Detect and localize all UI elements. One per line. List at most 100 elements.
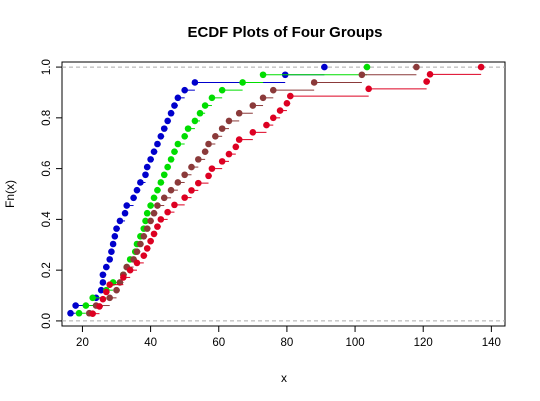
series-1 bbox=[75, 63, 371, 317]
ecdf-point bbox=[287, 92, 294, 100]
ecdf-point bbox=[171, 102, 178, 109]
ecdf-point bbox=[195, 156, 202, 163]
ecdf-point bbox=[477, 63, 485, 71]
ecdf-point bbox=[130, 194, 137, 202]
ecdf-point bbox=[269, 86, 277, 94]
ecdf-point bbox=[103, 288, 110, 296]
ecdf-point bbox=[154, 223, 161, 230]
ecdf-point bbox=[249, 102, 257, 109]
ecdf-point bbox=[154, 140, 161, 148]
ecdf-point bbox=[123, 202, 131, 209]
ecdf-point bbox=[157, 216, 165, 223]
x-tick-label: 140 bbox=[482, 337, 501, 349]
ecdf-point bbox=[283, 100, 291, 107]
ecdf-point bbox=[126, 266, 134, 274]
ecdf-point bbox=[321, 63, 328, 71]
ecdf-point bbox=[99, 271, 107, 279]
ecdf-point bbox=[310, 79, 318, 86]
ecdf-point bbox=[184, 125, 192, 132]
ecdf-point bbox=[358, 71, 366, 79]
ecdf-point bbox=[174, 140, 182, 148]
ecdf-point bbox=[113, 286, 120, 294]
ecdf-point bbox=[249, 129, 257, 136]
ecdf-point bbox=[188, 163, 195, 171]
ecdf-point bbox=[97, 286, 105, 294]
ecdf-point bbox=[89, 310, 96, 317]
ecdf-point bbox=[137, 240, 144, 248]
ecdf-point bbox=[133, 186, 141, 194]
x-tick-label: 20 bbox=[76, 337, 89, 349]
ecdf-point bbox=[133, 248, 141, 255]
series-2 bbox=[85, 63, 420, 317]
ecdf-point bbox=[164, 163, 171, 171]
ecdf-point bbox=[140, 233, 148, 240]
ecdf-point bbox=[140, 252, 148, 259]
ecdf-point bbox=[174, 179, 182, 186]
ecdf-point bbox=[181, 171, 188, 179]
ecdf-point bbox=[154, 186, 161, 194]
ecdf-point bbox=[212, 133, 219, 140]
ecdf-point bbox=[363, 63, 371, 71]
ecdf-point bbox=[181, 194, 188, 201]
ecdf-point bbox=[235, 109, 243, 117]
ecdf-point bbox=[167, 156, 175, 163]
ecdf-point bbox=[195, 179, 202, 187]
x-tick-label: 100 bbox=[345, 337, 364, 349]
ecdf-point bbox=[96, 303, 103, 310]
y-tick-label: 0.6 bbox=[41, 161, 53, 177]
ecdf-point bbox=[225, 117, 233, 125]
ecdf-point bbox=[191, 117, 199, 125]
ecdf-point bbox=[109, 240, 117, 248]
ecdf-point bbox=[276, 107, 284, 114]
ecdf-point bbox=[426, 71, 434, 78]
y-axis-label: Fn(x) bbox=[3, 180, 17, 208]
ecdf-point bbox=[147, 156, 154, 163]
ecdf-point bbox=[181, 86, 188, 94]
ecdf-point bbox=[147, 202, 154, 209]
ecdf-point bbox=[106, 281, 114, 288]
ecdf-point bbox=[137, 179, 144, 186]
ecdf-point bbox=[174, 94, 182, 102]
ecdf-point bbox=[218, 86, 226, 94]
ecdf-point bbox=[143, 209, 151, 217]
ecdf-point bbox=[239, 79, 246, 86]
ecdf-point bbox=[121, 209, 129, 217]
ecdf-point bbox=[160, 125, 168, 132]
ecdf-point bbox=[263, 121, 270, 129]
ecdf-point bbox=[160, 194, 168, 202]
ecdf-point bbox=[208, 165, 216, 172]
ecdf-point bbox=[99, 295, 107, 303]
ecdf-point bbox=[72, 302, 79, 309]
x-tick-label: 80 bbox=[281, 337, 294, 349]
ecdf-point bbox=[225, 150, 233, 158]
y-axis: 0.0 0.2 0.4 0.6 0.8 1.0 bbox=[41, 59, 62, 329]
ecdf-point bbox=[147, 237, 154, 245]
ecdf-point bbox=[164, 117, 171, 125]
ecdf-point bbox=[205, 172, 212, 180]
ecdf-point bbox=[218, 125, 226, 132]
ecdf-point bbox=[150, 194, 158, 202]
x-axis-label: x bbox=[281, 371, 287, 385]
ecdf-point bbox=[113, 225, 120, 232]
ecdf-point bbox=[89, 294, 96, 302]
series-layer bbox=[67, 63, 485, 317]
ecdf-point bbox=[106, 256, 114, 263]
ecdf-point bbox=[116, 279, 124, 286]
ecdf-point bbox=[191, 79, 199, 86]
y-tick-label: 0.4 bbox=[41, 211, 53, 228]
ecdf-point bbox=[188, 187, 195, 194]
ecdf-point bbox=[82, 302, 90, 309]
ecdf-point bbox=[201, 102, 209, 109]
chart-title: ECDF Plots of Four Groups bbox=[188, 24, 383, 41]
ecdf-point bbox=[413, 63, 420, 71]
ecdf-point bbox=[218, 158, 226, 165]
ecdf-point bbox=[133, 259, 141, 267]
ecdf-point bbox=[171, 201, 178, 209]
ecdf-point bbox=[108, 248, 115, 255]
y-tick-label: 0.2 bbox=[41, 262, 53, 278]
ecdf-point bbox=[75, 309, 83, 317]
ecdf-point bbox=[157, 133, 165, 140]
ecdf-point bbox=[423, 78, 430, 85]
ecdf-point bbox=[143, 245, 151, 252]
ecdf-point bbox=[181, 133, 188, 140]
